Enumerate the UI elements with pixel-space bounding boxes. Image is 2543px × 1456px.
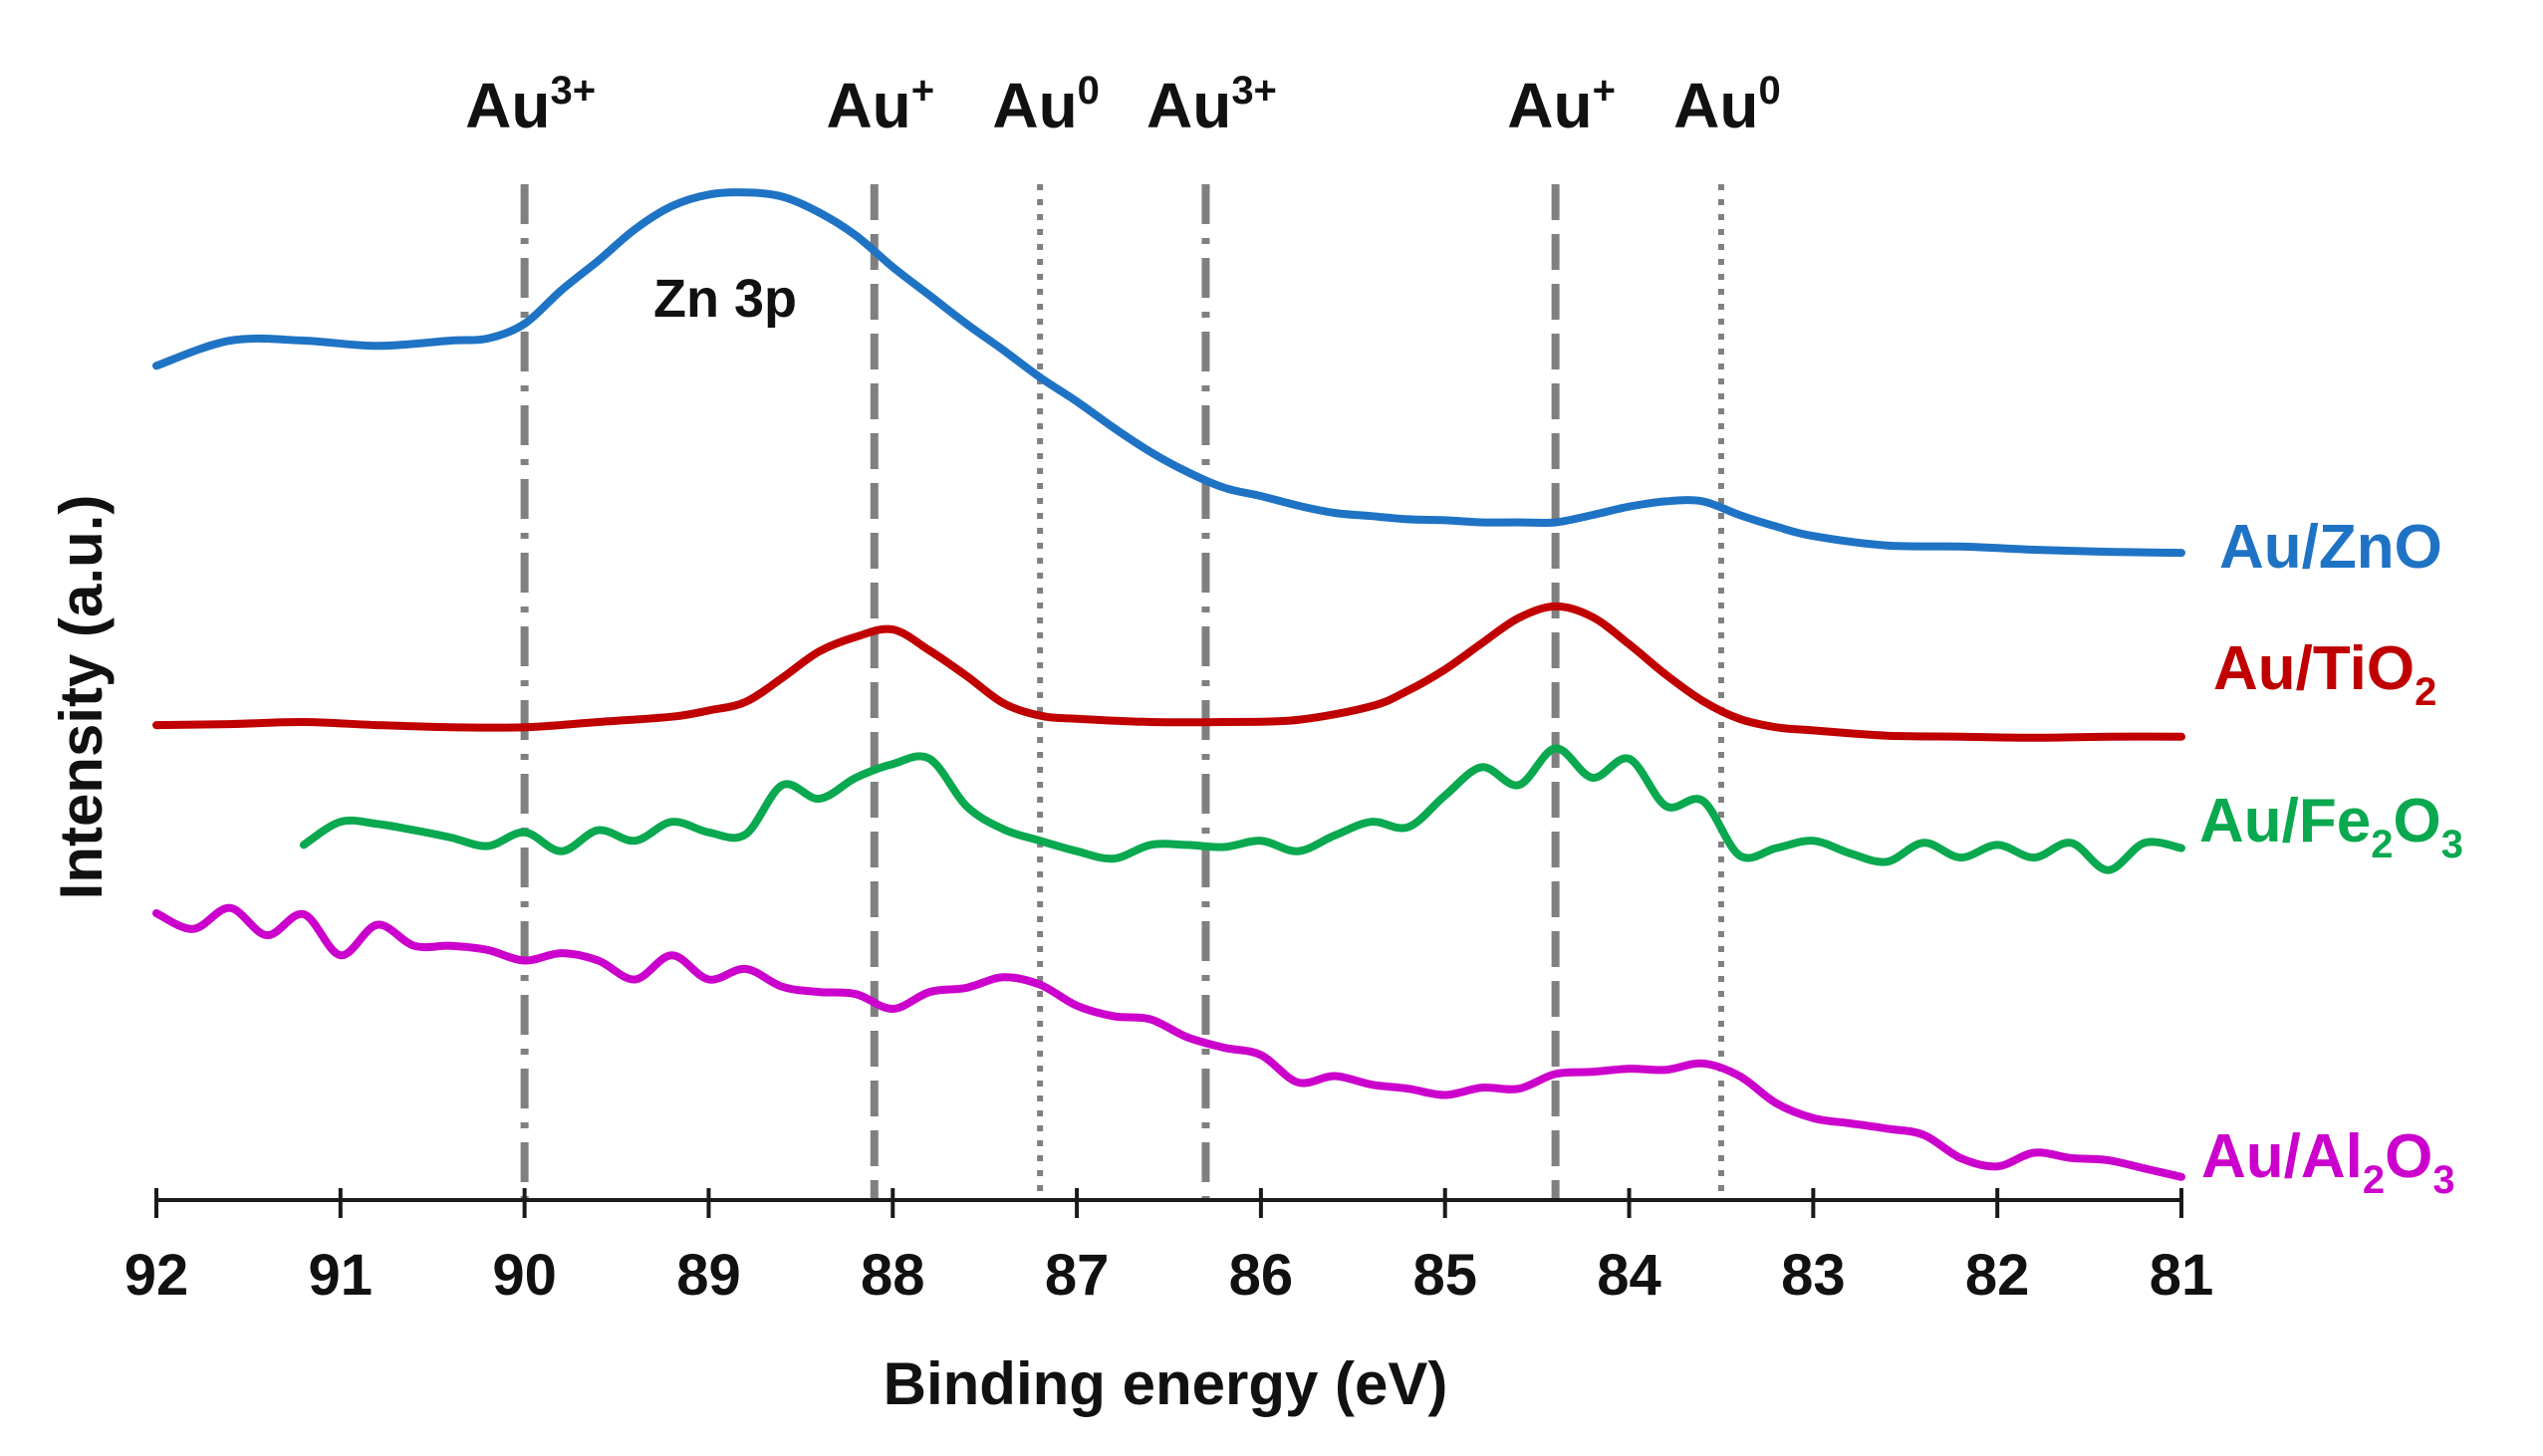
series-line-au-al2o3 [152,903,2185,1181]
series-line-au-fe2o3 [299,744,2185,874]
x-axis-ticks: 92 91 90 89 88 87 86 85 84 83 82 81 [125,1188,2214,1308]
x-tick-label-83: 83 [1781,1243,1846,1308]
x-tick-label-88: 88 [861,1243,925,1308]
reference-label-0: Au3+ [465,69,596,141]
series-label-au-al2o3: Au/Al2O3 [2201,1122,2455,1202]
x-tick-label-86: 86 [1229,1243,1294,1308]
series-label-au-zno: Au/ZnO [2219,513,2442,582]
x-tick-label-82: 82 [1965,1243,2030,1308]
x-tick-label-90: 90 [492,1243,557,1308]
x-tick-label-84: 84 [1597,1243,1661,1308]
y-axis-title: Intensity (a.u.) [48,495,115,900]
x-tick-label-89: 89 [676,1243,741,1308]
x-tick-label-92: 92 [125,1243,189,1308]
reference-line-labels: Au3+ Au+ Au0 Au3+ Au+ Au0 [465,69,1781,141]
zn-3p-annotation: Zn 3p [653,269,797,329]
reference-label-1: Au+ [826,69,934,141]
reference-label-3: Au3+ [1146,69,1277,141]
x-tick-label-81: 81 [2150,1243,2214,1308]
x-tick-label-85: 85 [1412,1243,1477,1308]
x-tick-label-87: 87 [1045,1243,1110,1308]
reference-lines [520,184,1724,1200]
series-labels: Au/ZnO Au/TiO2 Au/Fe2O3 Au/Al2O3 [2199,513,2463,1202]
x-tick-label-91: 91 [309,1243,374,1308]
series-label-au-tio2: Au/TiO2 [2213,634,2436,714]
series-line-au-zno [152,188,2185,558]
reference-label-5: Au0 [1673,69,1781,141]
reference-label-4: Au+ [1507,69,1616,141]
series-lines [152,188,2185,1181]
x-axis-title: Binding energy (eV) [884,1350,1448,1417]
series-label-au-fe2o3: Au/Fe2O3 [2199,787,2463,866]
reference-label-2: Au0 [992,69,1100,141]
series-line-au-tio2 [152,602,2185,742]
